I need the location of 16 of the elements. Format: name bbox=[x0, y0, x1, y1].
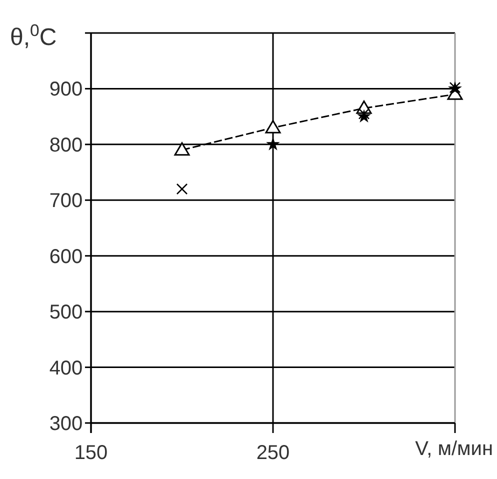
y-tick-label: 600 bbox=[49, 246, 83, 268]
y-tick-label: 900 bbox=[49, 78, 83, 101]
point bbox=[176, 183, 188, 195]
point bbox=[265, 120, 281, 134]
y-tick-label: 700 bbox=[49, 190, 83, 212]
y-tick-label: 500 bbox=[49, 302, 83, 324]
y-axis-title: θ,$^{0}$C bbox=[10, 20, 57, 51]
y-tick-label: 800 bbox=[49, 134, 83, 156]
x-axis-title: V, м/мин bbox=[415, 438, 493, 460]
y-tick-label: 300 bbox=[49, 413, 83, 435]
point bbox=[358, 108, 370, 120]
y-tick-label: 400 bbox=[49, 357, 83, 380]
point bbox=[266, 137, 280, 150]
point bbox=[174, 142, 190, 156]
x-tick-label: 250 bbox=[256, 442, 290, 464]
x-tick-label: 150 bbox=[74, 442, 108, 464]
